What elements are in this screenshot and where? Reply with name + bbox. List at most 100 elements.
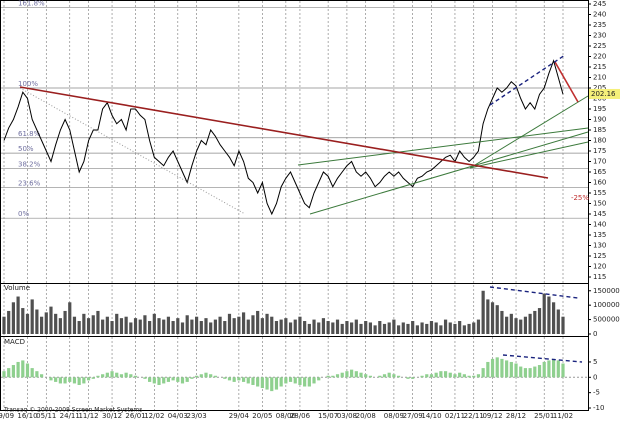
x-tick-label: 24/11 [60,412,80,420]
y-tick-label: 230 [593,32,606,40]
bar [542,293,546,334]
level-label: 161.8% [18,0,45,8]
y-tick-label: 120 [593,263,606,271]
trendline [554,61,579,103]
bar [246,319,250,334]
bar [171,321,175,334]
bar [25,313,30,334]
bar [284,377,288,384]
bar [265,377,269,390]
bar [392,319,396,334]
bar [481,368,485,378]
bar [35,309,39,334]
bar [429,321,434,334]
bar [16,361,20,378]
level-label: 0% [18,210,29,218]
bar [396,375,401,378]
bar [68,377,72,382]
bar [49,306,53,334]
bar [105,372,109,378]
bar [58,318,62,334]
bar [256,310,260,334]
x-tick-label: 22/11 [464,412,484,420]
bar [82,377,86,384]
bar [345,371,349,378]
bar [467,375,471,378]
bar [171,377,175,381]
bar [495,357,499,378]
bar [472,375,476,378]
bar [30,299,34,334]
bar [115,372,119,378]
bar [152,313,156,334]
bar [317,322,321,334]
bar [223,377,227,379]
bar [176,377,180,382]
bar [129,374,133,378]
level-label: 50% [18,145,34,153]
bar [476,374,481,378]
bar [378,375,382,378]
bar [420,375,424,378]
bar [148,377,152,382]
level-label: 100% [18,80,38,88]
bar [157,377,161,385]
level-label: 61.8% [18,130,41,138]
bar [500,358,504,378]
bar [382,323,387,334]
bar [448,322,452,334]
bar [241,377,246,382]
bar [556,309,560,334]
bar [495,305,499,334]
bar [115,313,119,334]
bar [368,375,373,378]
bar [180,322,185,334]
bar [298,316,302,334]
x-tick-label: 08/06 [276,412,297,420]
fib-diagonal [19,87,246,215]
bar [91,377,95,379]
bar [16,296,20,334]
bar [72,316,77,334]
y-tick-label: 235 [593,21,606,29]
bar [505,360,509,378]
bar [68,302,72,334]
price-tag-label: 202.16 [591,90,616,98]
bar [415,325,419,334]
bar [148,321,152,334]
bar [101,319,105,334]
x-tick-label: 15/07 [318,412,338,420]
bar [241,312,246,334]
bar [39,374,44,378]
bar [486,299,490,334]
bar [213,319,217,334]
y-tick-label: 175 [593,147,606,155]
bar [331,375,335,378]
panel-title: Volume [4,284,30,292]
bar [91,315,95,334]
x-tick-label: 29/09 [0,412,14,420]
bar [232,318,236,334]
bar [77,377,81,385]
trendline [469,95,589,169]
y-tick-label: 130 [593,242,606,250]
bar [396,325,401,334]
bar [434,322,438,334]
bar [58,377,62,384]
bar [86,318,91,334]
bar [552,302,556,334]
bar [2,371,6,378]
bar [467,323,471,334]
y-tick-label: 165 [593,168,606,176]
bar [411,377,415,379]
x-tick-label: 08/09 [384,412,404,420]
bar [288,322,293,334]
bar [533,310,537,334]
x-tick-label: 09/12 [482,412,502,420]
bar [288,377,293,382]
bar [387,372,391,378]
bar [350,322,354,334]
bar [30,368,34,378]
bar [44,312,48,334]
